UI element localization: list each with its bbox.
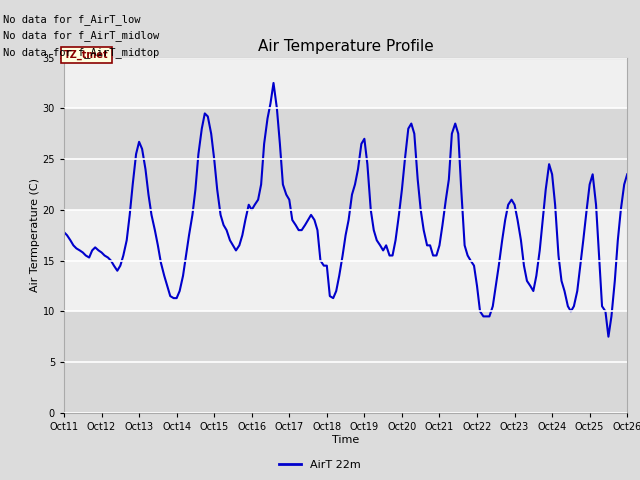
Y-axis label: Air Termperature (C): Air Termperature (C) xyxy=(29,178,40,292)
X-axis label: Time: Time xyxy=(332,434,359,444)
Title: Air Temperature Profile: Air Temperature Profile xyxy=(258,39,433,54)
Text: TZ_tmet: TZ_tmet xyxy=(64,49,109,60)
Legend: AirT 22m: AirT 22m xyxy=(275,456,365,474)
Text: No data for f_AirT_midlow: No data for f_AirT_midlow xyxy=(3,30,159,41)
Text: No data for f_AirT_midtop: No data for f_AirT_midtop xyxy=(3,47,159,58)
Bar xyxy=(64,312,627,413)
Text: No data for f_AirT_low: No data for f_AirT_low xyxy=(3,13,141,24)
Bar xyxy=(64,58,627,108)
Bar xyxy=(64,210,627,312)
Bar xyxy=(64,108,627,210)
